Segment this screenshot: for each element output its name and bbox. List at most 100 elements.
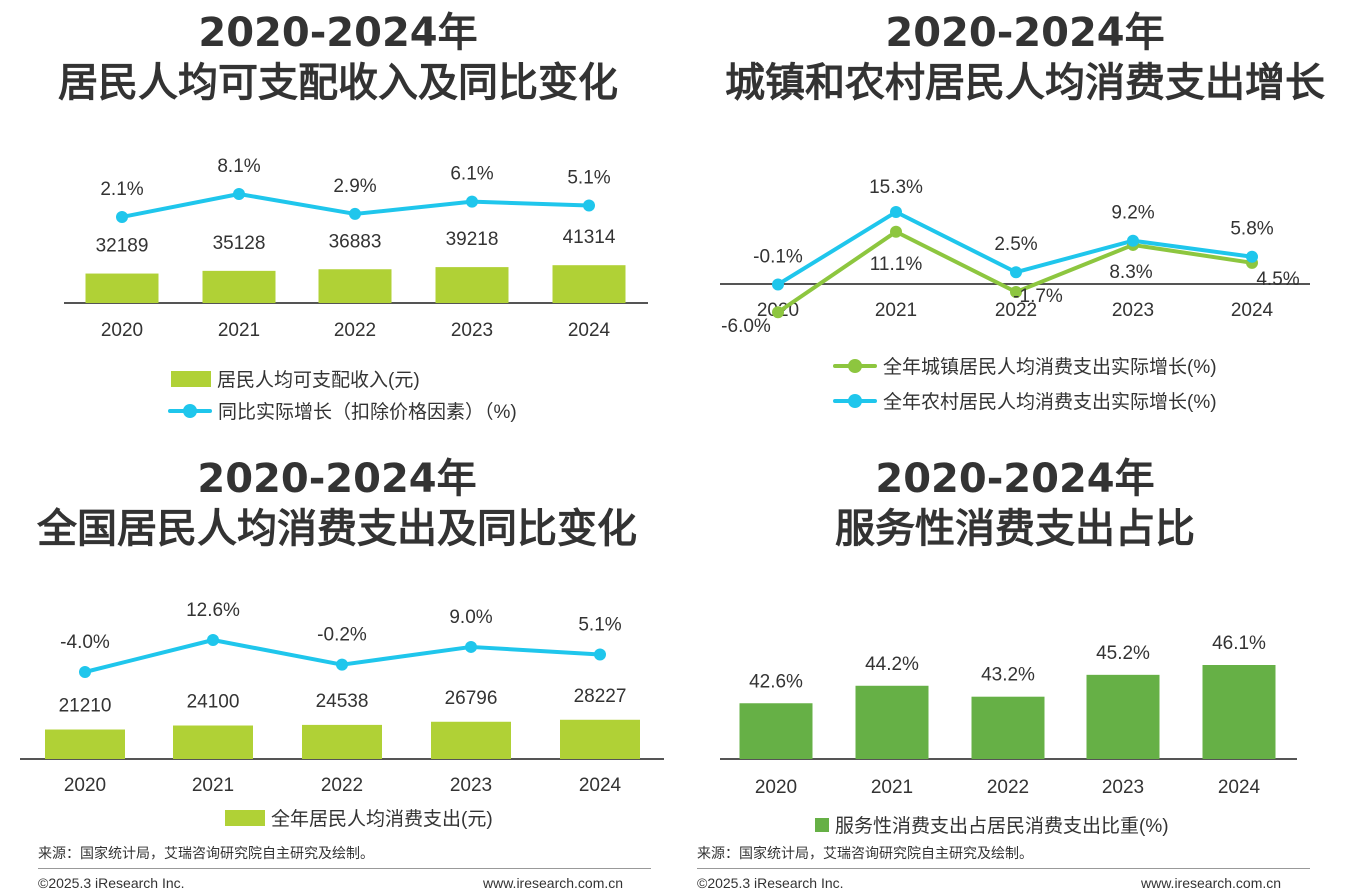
urban-rural-x-tick-2021: 2021 [875, 300, 917, 321]
income-bar-2022 [318, 269, 392, 303]
consumption-title-line2: 全国居民人均消费支出及同比变化 [37, 506, 637, 552]
consumption-bar-value-2022: 24538 [316, 691, 369, 712]
income-legend-bar-label: 居民人均可支配收入(元) [217, 370, 420, 391]
service-bar-2022 [971, 696, 1045, 759]
consumption-legend-bar-label: 全年居民人均消费支出(元) [271, 809, 493, 830]
rural-growth-point-2023 [1127, 234, 1139, 247]
income-growth-point-2023 [466, 195, 478, 208]
service-bar-value-2021: 44.2% [865, 654, 919, 675]
income-growth-point-2024 [583, 199, 595, 212]
consumption-growth-label-2021: 12.6% [186, 600, 240, 621]
rural-growth-label-2020: -0.1% [753, 246, 803, 267]
service-bar-2024 [1202, 665, 1276, 759]
urban-growth-label-2023: 8.3% [1109, 262, 1152, 283]
income-bar-value-2024: 41314 [563, 227, 616, 248]
service-x-tick-2023: 2023 [1102, 777, 1144, 798]
income-legend-bar-swatch [171, 370, 211, 387]
consumption-x-tick-2023: 2023 [450, 775, 492, 796]
consumption-growth-label-2023: 9.0% [449, 607, 492, 628]
income-x-tick-2024: 2024 [568, 320, 611, 341]
income-growth-label-2022: 2.9% [333, 176, 376, 197]
urban-rural-x-tick-2024: 2024 [1231, 300, 1274, 321]
consumption-chart: 21210 2020 24100 2021 24538 2022 26796 2023 2822… [20, 600, 664, 796]
income-x-tick-2023: 2023 [451, 320, 493, 341]
urban-legend-label: 全年城镇居民人均消费支出实际增长(%) [883, 357, 1217, 378]
website-left: www.iresearch.com.cn [483, 875, 624, 891]
service-legend-label: 服务性消费支出占居民消费支出比重(%) [835, 816, 1169, 837]
rural-growth-label-2021: 15.3% [869, 177, 923, 198]
consumption-bar-2022 [302, 724, 382, 759]
income-chart-title: 2020-2024年 居民人均可支配收入及同比变化 [20, 8, 656, 108]
consumption-bar-2023 [431, 721, 511, 759]
urban-rural-chart: 20202021202220232024-6.0%11.1%-1.7%8.3%4… [720, 177, 1310, 337]
income-bar-2021 [202, 270, 276, 303]
urban-rural-title-line1: 2020-2024年 [885, 10, 1165, 56]
income-bar-value-2023: 39218 [446, 229, 499, 250]
urban-growth-label-2020: -6.0% [721, 316, 771, 337]
consumption-title-line1: 2020-2024年 [197, 456, 477, 502]
consumption-bar-2020 [45, 729, 125, 759]
income-title-line2: 居民人均可支配收入及同比变化 [58, 60, 618, 106]
income-bar-2024 [552, 265, 626, 303]
rural-growth-point-2021 [890, 206, 902, 218]
rural-growth-label-2024: 5.8% [1230, 219, 1273, 240]
rural-growth-point-2020 [772, 278, 784, 291]
income-bar-2023 [435, 267, 509, 303]
rural-growth-label-2022: 2.5% [994, 234, 1037, 255]
consumption-legend-bar: 全年居民人均消费支出(元) [225, 804, 493, 831]
urban-growth-point-2021 [890, 225, 902, 238]
consumption-x-tick-2022: 2022 [321, 775, 363, 796]
consumption-bar-value-2021: 24100 [187, 692, 240, 713]
income-growth-label-2020: 2.1% [100, 179, 143, 200]
service-x-tick-2020: 2020 [755, 777, 797, 798]
consumption-bar-2021 [173, 725, 253, 759]
urban-legend-swatch [833, 358, 877, 374]
urban-rural-title-line2: 城镇和农村居民人均消费支出增长 [725, 60, 1325, 106]
urban-rural-chart-title: 2020-2024年 城镇和农村居民人均消费支出增长 [700, 8, 1350, 108]
consumption-chart-title: 2020-2024年 全国居民人均消费支出及同比变化 [20, 454, 654, 554]
income-legend-line-label: 同比实际增长（扣除价格因素）（%) [218, 402, 517, 423]
consumption-bar-value-2023: 26796 [445, 688, 498, 709]
consumption-x-tick-2020: 2020 [64, 775, 106, 796]
consumption-growth-point-2021 [207, 634, 219, 646]
rural-legend: 全年农村居民人均消费支出实际增长(%) [833, 387, 1217, 414]
copyright-right: ©2025.3 iResearch Inc. [697, 875, 844, 891]
income-x-tick-2022: 2022 [334, 320, 376, 341]
rural-legend-swatch [833, 393, 877, 409]
copyright-left: ©2025.3 iResearch Inc. [38, 875, 185, 891]
service-bar-value-2023: 45.2% [1096, 643, 1150, 664]
service-bar-value-2020: 42.6% [749, 671, 803, 692]
urban-growth-point-2020 [772, 306, 784, 319]
rural-growth-point-2024 [1246, 250, 1258, 263]
urban-growth-label-2024: 4.5% [1256, 269, 1299, 290]
income-growth-label-2023: 6.1% [450, 164, 493, 185]
income-growth-point-2020 [116, 211, 128, 223]
urban-legend: 全年城镇居民人均消费支出实际增长(%) [833, 352, 1217, 379]
consumption-growth-label-2020: -4.0% [60, 632, 110, 653]
service-bar-2021 [855, 685, 929, 759]
income-legend-line-swatch [168, 403, 212, 419]
urban-rural-x-tick-2022: 2022 [995, 300, 1037, 321]
consumption-growth-point-2020 [79, 666, 91, 678]
service-x-tick-2024: 2024 [1218, 777, 1261, 798]
service-legend: 服务性消费支出占居民消费支出比重(%) [815, 811, 1169, 838]
service-chart-title: 2020-2024年 服务性消费支出占比 [700, 454, 1330, 554]
service-title-line1: 2020-2024年 [875, 456, 1155, 502]
income-growth-label-2021: 8.1% [217, 156, 260, 177]
income-chart: 32189 2020 35128 2021 36883 2022 39218 2023 4131… [64, 156, 648, 341]
income-x-tick-2021: 2021 [218, 320, 260, 341]
urban-growth-label-2022: -1.7% [1013, 286, 1063, 307]
consumption-growth-label-2024: 5.1% [578, 614, 621, 635]
consumption-legend-bar-swatch [225, 809, 265, 826]
footer-divider-right [697, 868, 1310, 869]
urban-rural-x-tick-2023: 2023 [1112, 300, 1154, 321]
service-legend-swatch [815, 817, 829, 832]
urban-growth-point-2022 [1010, 286, 1022, 298]
service-bar-value-2024: 46.1% [1212, 633, 1266, 654]
service-bar-value-2022: 43.2% [981, 665, 1035, 686]
income-bar-value-2022: 36883 [329, 231, 382, 252]
consumption-growth-point-2023 [465, 640, 477, 653]
consumption-growth-label-2022: -0.2% [317, 625, 367, 646]
service-chart: 42.6% 2020 44.2% 2021 43.2% 2022 45.2% 2023 46.1… [720, 633, 1297, 798]
service-bar-2020 [739, 703, 813, 759]
